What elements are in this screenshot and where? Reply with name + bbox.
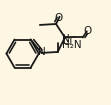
Text: O: O bbox=[55, 13, 63, 23]
Text: Cl: Cl bbox=[62, 37, 73, 47]
Text: N: N bbox=[62, 33, 69, 43]
Text: O: O bbox=[84, 26, 92, 36]
Text: H₂N: H₂N bbox=[62, 40, 82, 50]
Text: N: N bbox=[38, 47, 46, 57]
